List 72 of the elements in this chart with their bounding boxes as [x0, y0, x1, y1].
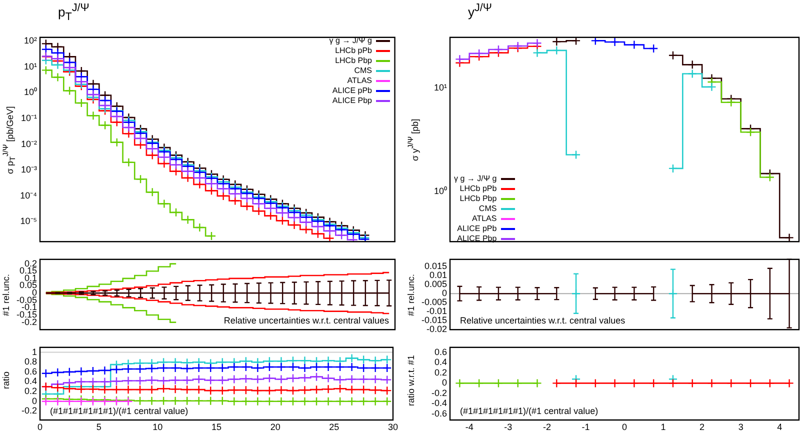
x-tick-label: 3	[738, 422, 744, 432]
x-tick-label: 30	[388, 422, 398, 432]
x-tick-label: 25	[329, 422, 340, 432]
legend-label: LHCb pPb	[460, 184, 497, 194]
legend-label: ALICE Pbp	[457, 234, 497, 244]
x-tick-label: -3	[504, 422, 512, 432]
x-tick-label: 10	[152, 422, 163, 432]
x-tick-label: -4	[465, 422, 474, 432]
x-tick-label: -1	[582, 422, 590, 432]
y-tick-label: 0.6	[24, 366, 37, 376]
y-tick-label: 10⁻²	[20, 138, 37, 149]
y-tick-label: -0.01	[426, 306, 447, 316]
x-tick-label: 1	[660, 422, 666, 432]
y-tick-label: 0.6	[434, 346, 447, 357]
legend-label: ATLAS	[347, 76, 372, 86]
y-tick-label: 0	[442, 378, 447, 388]
y-tick-label: -0.2	[431, 388, 447, 398]
chart-title: y$^{J/Ψ}$	[468, 2, 492, 20]
y-tick-label: 10⁰	[434, 186, 447, 196]
y-tick-label: 0	[32, 396, 37, 406]
y-tick-label: -0.2	[21, 406, 37, 416]
y-tick-label: 10⁰	[24, 87, 37, 98]
x-tick-label: 5	[96, 422, 102, 432]
y-axis-title: ratio	[1, 370, 11, 391]
y-tick-label: -0.02	[426, 324, 447, 334]
y-tick-label: 10⁻⁴	[20, 190, 38, 200]
y-tick-label: 0	[442, 288, 447, 298]
y-tick-label: 0.2	[24, 258, 37, 268]
legend-label: LHCb pPb	[335, 46, 372, 56]
y-tick-label: 10⁻⁵	[20, 216, 38, 226]
y-tick-label: 0.8	[24, 356, 37, 367]
y-tick-label: 0.2	[24, 386, 37, 396]
y-tick-label: 0.05	[19, 280, 37, 290]
y-tick-label: 0.4	[434, 357, 447, 368]
x-tick-label: -2	[542, 422, 551, 432]
y-tick-label: -0.4	[431, 398, 447, 408]
x-tick-label: 20	[270, 422, 280, 432]
y-tick-label: 0.005	[424, 279, 447, 290]
y-tick-label: 1	[32, 346, 37, 357]
y-tick-label: -0.6	[431, 408, 447, 418]
legend-label: ALICE pPb	[332, 86, 372, 96]
annotation: Relative uncertainties w.r.t. central values	[460, 316, 626, 326]
x-tick-label: 4	[777, 422, 782, 432]
y-axis-title: ratio w.r.t. #1	[406, 353, 416, 408]
legend-label: ATLAS	[472, 214, 497, 224]
legend-label: LHCb Pbp	[335, 56, 372, 66]
y-tick-label: -0.2	[21, 316, 37, 327]
legend-label: ALICE Pbp	[332, 96, 372, 106]
y-tick-label: 10⁻³	[20, 164, 37, 175]
x-tick-label: 2	[700, 422, 705, 432]
x-tick-label: 15	[211, 422, 222, 432]
y-tick-label: 0.4	[24, 376, 37, 386]
y-tick-label: 10¹	[24, 61, 37, 72]
annotation: (#1#1#1#1#1#1)/(#1 central value)	[460, 406, 598, 416]
y-tick-label: 0.015	[424, 261, 447, 272]
legend-label: γ g → J/Ψ g	[454, 174, 497, 184]
y-tick-label: 10¹	[434, 82, 447, 93]
x-tick-label: 0	[622, 422, 628, 432]
y-axis-title: #1 rel.unc.	[1, 272, 11, 318]
y-tick-label: -0.005	[421, 297, 447, 308]
annotation: Relative uncertainties w.r.t. central values	[224, 316, 390, 326]
legend-label: CMS	[354, 66, 372, 76]
y-axis-title: #1 rel.unc.	[406, 272, 416, 318]
y-tick-label: -0.015	[421, 315, 447, 326]
y-tick-label: 10²	[24, 36, 37, 46]
annotation: (#1#1#1#1#1#1)/(#1 central value)	[50, 406, 188, 416]
y-tick-label: 10⁻¹	[20, 113, 37, 124]
y-tick-label: 0.2	[434, 367, 447, 378]
legend-label: LHCb Pbp	[460, 194, 497, 204]
legend-label: CMS	[478, 204, 497, 214]
y-tick-label: 0.01	[429, 270, 447, 280]
legend-label: ALICE pPb	[457, 224, 497, 234]
